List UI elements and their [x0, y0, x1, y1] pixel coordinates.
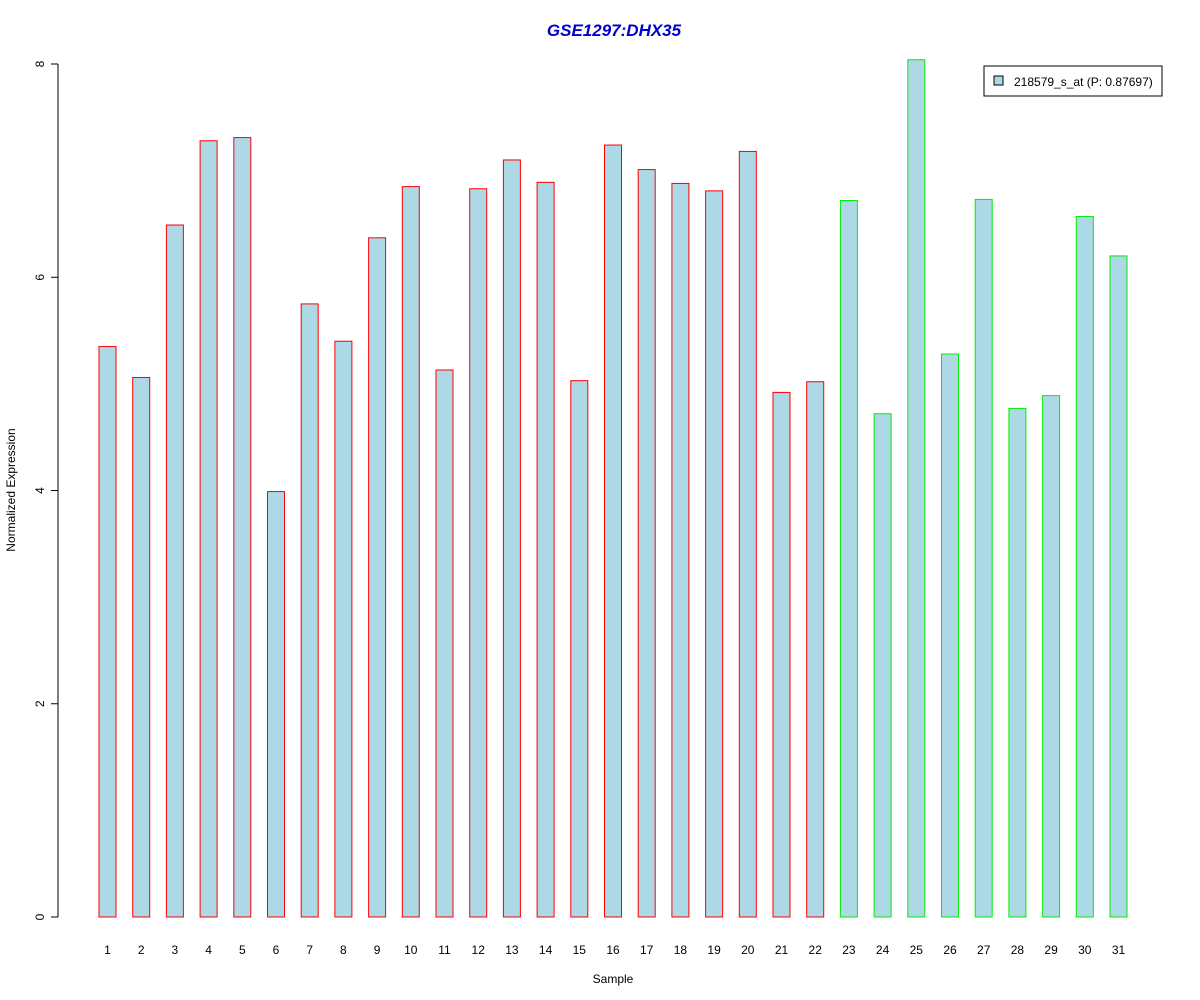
- x-tick-label: 3: [172, 943, 179, 957]
- x-tick-label: 25: [910, 943, 924, 957]
- bar-sample-26: [941, 353, 959, 918]
- bar-sample-11: [435, 369, 454, 918]
- x-tick-label: 13: [505, 943, 519, 957]
- bar-sample-19: [705, 190, 724, 918]
- bar-sample-17: [637, 169, 656, 918]
- legend: 218579_s_at (P: 0.87697): [983, 65, 1163, 97]
- x-tick-label: 8: [340, 943, 347, 957]
- bar-sample-7: [300, 303, 319, 918]
- x-tick-label: 26: [943, 943, 957, 957]
- x-tick-label: 21: [775, 943, 789, 957]
- bar-sample-9: [368, 237, 387, 918]
- bar-sample-18: [671, 182, 690, 918]
- legend-label: 218579_s_at (P: 0.87697): [1014, 75, 1153, 89]
- x-tick-label: 14: [539, 943, 553, 957]
- x-tick-label: 11: [438, 943, 451, 957]
- bar-sample-24: [873, 413, 892, 918]
- x-tick-label: 16: [606, 943, 620, 957]
- y-axis-label: Normalized Expression: [4, 428, 18, 551]
- bar-sample-2: [132, 376, 151, 918]
- x-axis-label: Sample: [593, 972, 634, 986]
- x-tick-label: 6: [273, 943, 280, 957]
- x-tick-label: 31: [1112, 943, 1126, 957]
- y-tick-label: 6: [33, 274, 47, 281]
- x-tick-label: 30: [1078, 943, 1092, 957]
- x-tick-label: 12: [472, 943, 486, 957]
- x-tick-labels: 1 2 3 4 5 6 7 8 9 10 11 12 13 14 15 16 17 18 19 20 21 22 23 24 2…: [104, 943, 1125, 957]
- y-axis: 0 2 4 6 8: [33, 60, 59, 920]
- bar-sample-31: [1109, 255, 1128, 918]
- x-tick-label: 22: [809, 943, 823, 957]
- x-tick-label: 27: [977, 943, 991, 957]
- y-tick-label: 8: [33, 60, 47, 67]
- x-tick-label: 29: [1044, 943, 1058, 957]
- x-tick-label: 15: [573, 943, 587, 957]
- bar-sample-30: [1075, 215, 1094, 918]
- y-tick-label: 2: [33, 700, 47, 707]
- x-tick-label: 28: [1011, 943, 1025, 957]
- legend-swatch: [993, 75, 1004, 86]
- bar-sample-6: [267, 491, 285, 918]
- bar-sample-5: [233, 137, 252, 918]
- x-tick-label: 9: [374, 943, 381, 957]
- bar-sample-22: [806, 381, 825, 918]
- bar-sample-1: [98, 346, 117, 918]
- legend-box: [983, 65, 1163, 97]
- bar-sample-8: [334, 340, 353, 918]
- bar-sample-14: [536, 181, 555, 918]
- x-tick-label: 17: [640, 943, 654, 957]
- x-tick-label: 2: [138, 943, 145, 957]
- bar-sample-4: [199, 140, 218, 918]
- bar-sample-25: [907, 59, 926, 918]
- x-tick-label: 1: [104, 943, 111, 957]
- bar-sample-13: [502, 159, 521, 918]
- bar-sample-27: [974, 198, 993, 918]
- bar-sample-20: [738, 150, 757, 918]
- bar-sample-12: [469, 188, 488, 918]
- x-tick-label: 18: [674, 943, 688, 957]
- x-tick-label: 19: [707, 943, 721, 957]
- bar-sample-15: [570, 380, 589, 918]
- bar-sample-21: [772, 391, 791, 918]
- bar-sample-29: [1042, 395, 1061, 918]
- bar-sample-23: [839, 199, 858, 918]
- bar-sample-16: [604, 144, 622, 918]
- bar-sample-3: [165, 224, 184, 918]
- x-tick-label: 24: [876, 943, 890, 957]
- bars: [98, 59, 1128, 918]
- y-tick-label: 0: [33, 913, 47, 920]
- y-tick-label: 4: [33, 487, 47, 494]
- x-tick-label: 7: [306, 943, 313, 957]
- x-tick-label: 10: [404, 943, 418, 957]
- bar-sample-28: [1008, 407, 1027, 918]
- chart-title: GSE1297:DHX35: [547, 21, 682, 40]
- bar-sample-10: [401, 186, 420, 918]
- x-tick-label: 23: [842, 943, 856, 957]
- x-tick-label: 5: [239, 943, 246, 957]
- x-tick-label: 20: [741, 943, 755, 957]
- x-tick-label: 4: [205, 943, 212, 957]
